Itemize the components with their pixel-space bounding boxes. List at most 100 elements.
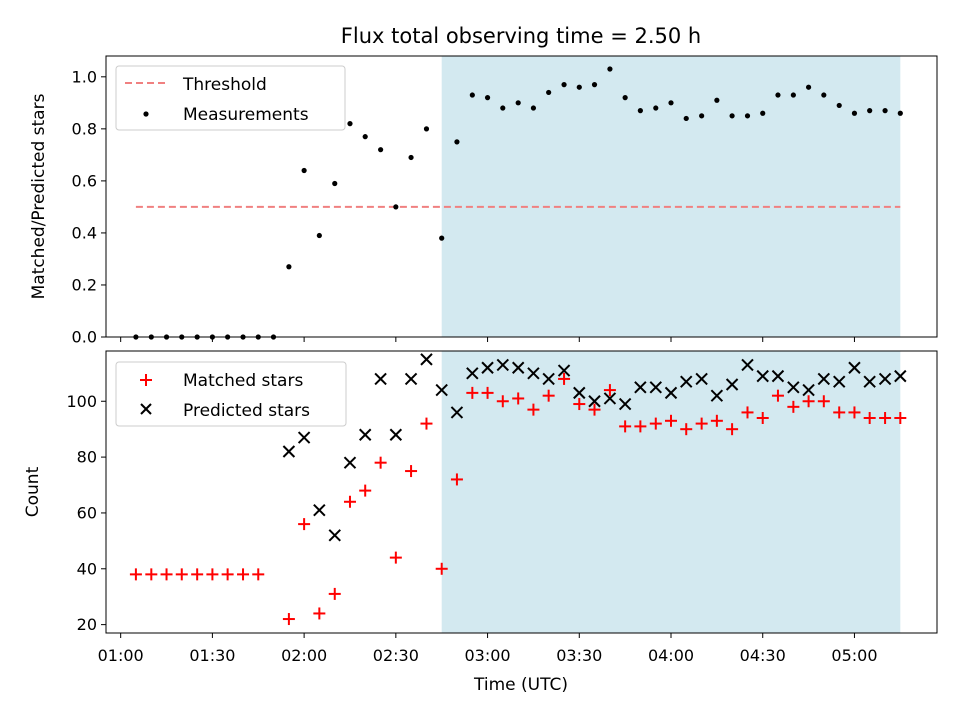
predicted-star-marker (496, 358, 509, 372)
matched-star-marker (450, 473, 463, 486)
matched-star-marker (221, 568, 234, 581)
matched-star-marker (313, 607, 326, 620)
predicted-star-marker (389, 428, 403, 441)
predicted-star-marker (817, 372, 831, 386)
matched-star-marker (496, 395, 509, 408)
matched-star-marker (787, 400, 800, 413)
measurement-point (561, 82, 567, 88)
measurement-point (714, 97, 720, 103)
bottom-x-axis-ticks: 01:00 01:30 02:00 02:30 03:00 03:30 04:00 04:30… (98, 633, 878, 665)
measurement-point (286, 264, 292, 270)
predicted-star-marker (848, 361, 861, 374)
matched-star-marker (466, 386, 479, 399)
measurement-point (851, 110, 858, 116)
bottom-y-tick-label: 100 (66, 392, 97, 411)
predicted-star-marker (343, 456, 357, 469)
matched-star-markers (129, 372, 907, 626)
predicted-star-marker (420, 353, 433, 366)
predicted-star-marker (481, 361, 494, 374)
matched-star-marker (695, 417, 708, 430)
matched-star-marker (206, 568, 219, 581)
measurement-point (729, 113, 735, 119)
measurement-point (805, 84, 812, 90)
measurement-point (760, 110, 766, 116)
matched-star-marker (603, 384, 616, 397)
measurement-point (546, 89, 552, 96)
matched-star-marker (817, 395, 830, 408)
measurement-point (607, 66, 613, 72)
measurement-point (591, 82, 598, 88)
matched-star-marker (512, 392, 525, 405)
measurement-point (515, 100, 521, 106)
matched-star-marker (726, 423, 739, 436)
predicted-star-markers (282, 353, 907, 542)
matched-star-marker (129, 568, 142, 581)
predicted-star-marker (680, 375, 693, 388)
x-tick-label: 02:00 (281, 646, 327, 665)
matched-star-marker (160, 568, 173, 581)
top-highlight-span (441, 56, 901, 337)
top-y-axis-ticks: 0.0 0.2 0.4 0.6 0.8 1.0 (72, 67, 106, 347)
top-y-tick-label: 1.0 (72, 67, 97, 86)
matched-star-marker (833, 406, 846, 419)
top-legend-box (115, 65, 346, 131)
measurement-point (699, 113, 705, 119)
predicted-star-marker (557, 364, 571, 377)
measurement-point (378, 147, 384, 153)
measurement-point (469, 92, 475, 98)
matched-star-marker (237, 568, 250, 581)
predicted-star-marker (328, 529, 341, 542)
top-axes-frame (105, 55, 938, 338)
measurement-point (637, 108, 643, 114)
matched-star-marker (420, 417, 433, 430)
predicted-star-marker (527, 367, 540, 380)
top-y-tick-label: 0.0 (72, 328, 97, 347)
matched-star-marker (374, 456, 387, 469)
measurements-legend-swatch (143, 111, 149, 117)
predicted-star-marker (833, 375, 846, 388)
predicted-star-marker (358, 428, 372, 441)
matched-star-marker (665, 414, 678, 427)
predicted-star-marker (511, 361, 525, 374)
measurement-point (454, 139, 460, 145)
predicted-star-marker (710, 389, 724, 402)
matched-star-marker (328, 587, 341, 600)
measurement-point (301, 167, 307, 174)
predicted-star-marker (374, 372, 387, 386)
predicted-star-marker (802, 383, 815, 397)
measurement-point (439, 235, 445, 241)
measurement-point (683, 115, 689, 122)
x-axis-label: Time (UTC) (473, 675, 568, 695)
top-y-tick-label: 0.8 (72, 119, 97, 138)
x-tick-label: 01:30 (189, 646, 235, 665)
predicted-star-marker (787, 381, 800, 394)
predicted-star-marker (634, 381, 647, 394)
top-legend: Threshold Measurements (115, 65, 346, 131)
matched-star-marker (252, 568, 265, 581)
predicted-star-marker (894, 369, 907, 383)
matched-star-marker (634, 420, 647, 433)
measurement-point (821, 92, 827, 98)
top-y-tick-label: 0.2 (72, 275, 97, 294)
predicted-star-marker (771, 369, 785, 383)
bottom-legend: Matched stars Predicted stars (115, 361, 347, 427)
predicted-star-marker (863, 375, 876, 388)
measurement-point (668, 100, 674, 106)
bottom-legend-box (115, 361, 347, 427)
measurement-point (867, 108, 873, 114)
matched-legend-label: Matched stars (183, 371, 303, 391)
measurement-point (484, 95, 491, 101)
matched-star-marker (573, 398, 586, 411)
matched-star-marker (145, 568, 158, 581)
predicted-star-marker (282, 445, 296, 458)
predicted-star-marker (542, 372, 555, 386)
x-tick-label: 04:30 (740, 646, 786, 665)
measurement-point (882, 108, 888, 114)
matched-star-marker (481, 386, 494, 399)
predicted-star-marker (664, 386, 678, 400)
measurement-point (576, 84, 582, 90)
x-tick-label: 03:00 (465, 646, 511, 665)
matched-star-marker (756, 412, 769, 425)
measurement-point (408, 154, 414, 161)
